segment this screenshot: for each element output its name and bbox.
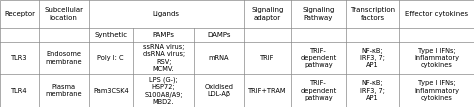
Text: DAMPs: DAMPs	[207, 32, 231, 38]
Text: Transcription
factors: Transcription factors	[350, 7, 395, 21]
Text: Endosome
membrane: Endosome membrane	[46, 51, 82, 65]
Text: TRIF-
dependent
pathway: TRIF- dependent pathway	[300, 80, 337, 101]
Text: TRIF-
dependent
pathway: TRIF- dependent pathway	[300, 48, 337, 68]
Text: mRNA: mRNA	[209, 55, 229, 61]
Text: Pam3CSK4: Pam3CSK4	[93, 88, 128, 94]
Text: Plasma
membrane: Plasma membrane	[46, 84, 82, 97]
Text: PAMPs: PAMPs	[153, 32, 174, 38]
Text: Receptor: Receptor	[4, 11, 35, 17]
Text: Type I IFNs;
Inflammatory
cytokines: Type I IFNs; Inflammatory cytokines	[414, 48, 459, 68]
Text: Subcellular
location: Subcellular location	[44, 7, 83, 21]
Text: TRIF: TRIF	[260, 55, 274, 61]
Text: NF-κB;
IRF3, 7;
AP1: NF-κB; IRF3, 7; AP1	[360, 80, 385, 101]
Text: Signaling
Pathway: Signaling Pathway	[302, 7, 335, 21]
Text: Ligands: Ligands	[153, 11, 180, 17]
Text: Type I IFNs;
Inflammatory
cytokines: Type I IFNs; Inflammatory cytokines	[414, 80, 459, 101]
Text: LPS (G-);
HSP72;
S100A8/A9;
MBD2.: LPS (G-); HSP72; S100A8/A9; MBD2.	[145, 77, 183, 105]
Text: Synthetic: Synthetic	[94, 32, 128, 38]
Text: TLR3: TLR3	[11, 55, 28, 61]
Text: Oxidised
LDL-Aβ: Oxidised LDL-Aβ	[205, 84, 234, 97]
Text: Effector cytokines: Effector cytokines	[405, 11, 468, 17]
Text: TRIF+TRAM: TRIF+TRAM	[248, 88, 287, 94]
Text: Poly I: C: Poly I: C	[98, 55, 124, 61]
Text: TLR4: TLR4	[11, 88, 28, 94]
Text: NF-κB;
IRF3, 7;
AP1: NF-κB; IRF3, 7; AP1	[360, 48, 385, 68]
Text: Signaling
adaptor: Signaling adaptor	[251, 7, 283, 21]
Text: ssRNA virus;
dsRNA virus;
RSV;
MCMV.: ssRNA virus; dsRNA virus; RSV; MCMV.	[143, 44, 185, 72]
